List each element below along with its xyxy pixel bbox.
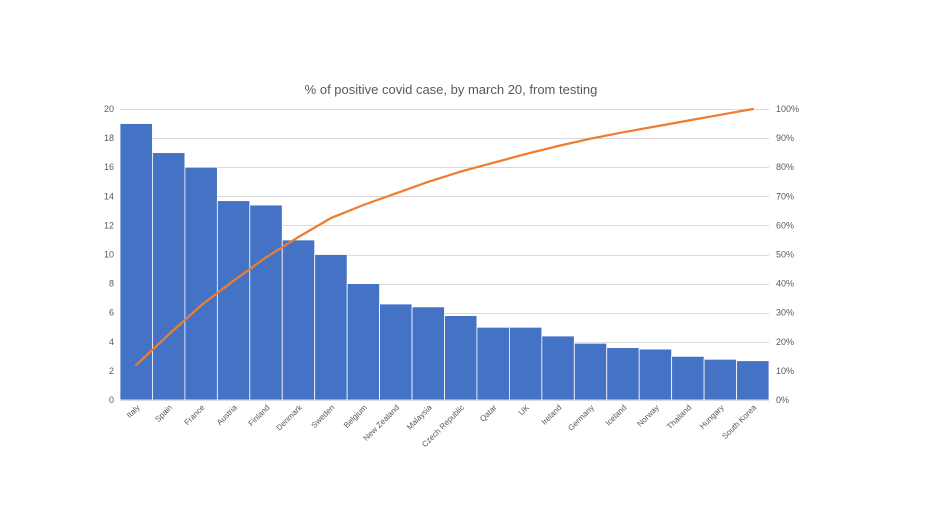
x-category-label: South Korea [720, 403, 758, 441]
y-tick-label: 0 [109, 395, 114, 405]
y-tick-label: 18 [104, 133, 114, 143]
x-category-label: Norway [635, 403, 661, 429]
bar [508, 326, 543, 401]
x-category-label: Iceland [604, 403, 629, 428]
y2-tick-label: 70% [776, 191, 794, 201]
y-axis-right: 0% 10% 20% 30% 40% 50% 60% 70% 80% 90% 100% [776, 104, 799, 405]
bar [606, 347, 640, 401]
bar [671, 355, 705, 401]
bar [379, 303, 413, 401]
x-axis-categories: Italy Spain France Austria Finland Denmark Swe… [125, 402, 759, 449]
bar [314, 254, 348, 401]
y-tick-label: 10 [104, 250, 114, 260]
bar-series [119, 123, 770, 401]
y-tick-label: 6 [109, 308, 114, 318]
x-category-label: Italy [125, 403, 142, 420]
y2-tick-label: 60% [776, 220, 794, 230]
y2-tick-label: 80% [776, 162, 794, 172]
y2-tick-label: 90% [776, 133, 794, 143]
y2-tick-label: 40% [776, 279, 794, 289]
y-tick-label: 12 [104, 220, 114, 230]
y2-tick-label: 10% [776, 366, 794, 376]
y2-tick-label: 100% [776, 104, 799, 114]
y-tick-label: 8 [109, 279, 114, 289]
bar [573, 342, 608, 401]
x-category-label: Finland [247, 403, 272, 428]
x-category-label: Germany [566, 403, 596, 433]
x-category-label: Spain [153, 403, 174, 424]
bar [444, 315, 478, 401]
bar [184, 166, 218, 401]
x-category-label: Malaysia [405, 403, 434, 432]
x-category-label: Sweden [310, 403, 337, 430]
y-tick-label: 2 [109, 366, 114, 376]
x-category-label: Qatar [478, 403, 499, 424]
y-axis-left: 0 2 4 6 8 10 12 14 16 18 20 [104, 104, 114, 405]
y2-tick-label: 30% [776, 308, 794, 318]
x-category-label: UK [517, 403, 532, 418]
bar [541, 335, 575, 401]
bar [119, 123, 153, 401]
bar [703, 358, 737, 401]
bar [281, 239, 316, 401]
chart-title: % of positive covid case, by march 20, f… [304, 82, 598, 97]
x-category-label: Hungary [698, 403, 726, 431]
x-category-label: Thailand [665, 403, 693, 431]
bar [638, 348, 673, 401]
y2-tick-label: 50% [776, 250, 794, 260]
bar [216, 200, 251, 401]
bar [736, 360, 770, 401]
x-category-label: Ireland [540, 403, 564, 427]
y-tick-label: 14 [104, 191, 114, 201]
x-category-label: Austria [215, 403, 239, 427]
x-category-label: Belgium [342, 403, 369, 430]
x-category-label: France [183, 403, 207, 427]
y-tick-label: 16 [104, 162, 114, 172]
bar [249, 204, 283, 401]
y2-tick-label: 0% [776, 395, 789, 405]
bar [346, 283, 380, 401]
x-category-label: Denmark [275, 402, 305, 432]
cumulative-line [135, 107, 754, 367]
bar [152, 152, 186, 401]
bar [411, 306, 445, 401]
y-tick-label: 4 [109, 337, 114, 347]
y2-tick-label: 20% [776, 337, 794, 347]
bar [476, 326, 510, 401]
y-tick-label: 20 [104, 104, 114, 114]
